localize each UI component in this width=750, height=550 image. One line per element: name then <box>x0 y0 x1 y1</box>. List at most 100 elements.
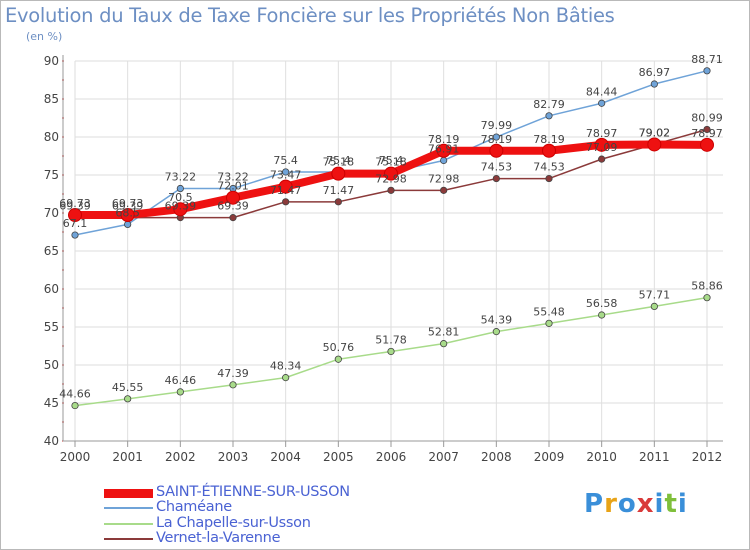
data-label: 72.01 <box>217 180 249 193</box>
data-label: 78.19 <box>481 133 513 146</box>
data-label: 58.86 <box>691 280 723 293</box>
data-label: 68.5 <box>115 206 140 219</box>
y-tick-label: 85 <box>44 92 59 106</box>
data-label: 75.18 <box>375 156 407 169</box>
data-label: 69.39 <box>59 200 91 213</box>
x-tick-label: 2012 <box>692 450 723 464</box>
data-label: 79.02 <box>639 126 671 139</box>
y-tick-label: 70 <box>44 206 59 220</box>
logo-letter: x <box>636 489 655 519</box>
data-label: 69.73 <box>59 197 91 210</box>
logo-letter: r <box>604 489 618 519</box>
data-label: 78.97 <box>586 127 618 140</box>
data-point <box>282 168 290 176</box>
data-point <box>703 294 711 302</box>
data-label: 84.44 <box>586 85 618 98</box>
data-label: 48.34 <box>270 360 302 373</box>
data-point <box>545 112 553 120</box>
data-label: 57.71 <box>639 288 671 301</box>
data-label: 74.53 <box>481 161 513 174</box>
data-point <box>387 186 395 194</box>
data-point <box>229 214 237 222</box>
data-point <box>384 166 398 181</box>
data-label: 67.1 <box>63 217 88 230</box>
data-point <box>68 208 82 223</box>
data-point <box>71 401 79 410</box>
data-point <box>334 355 342 363</box>
legend-label: La Chapelle-sur-Usson <box>156 515 311 531</box>
x-tick-label: 2005 <box>323 450 354 464</box>
logo-letter: o <box>617 489 637 519</box>
data-point <box>492 133 500 141</box>
data-label: 54.39 <box>481 314 513 327</box>
data-point <box>545 174 553 183</box>
data-label: 44.66 <box>59 388 91 401</box>
x-tick-label: 2003 <box>218 450 249 464</box>
chart-title: Evolution du Taux de Taxe Foncière sur l… <box>5 4 615 27</box>
x-tick-label: 2007 <box>428 450 459 464</box>
y-tick-label: 80 <box>44 130 59 144</box>
data-point <box>492 174 500 183</box>
data-point <box>282 198 290 206</box>
data-label: 56.58 <box>586 297 618 310</box>
data-point <box>489 143 504 158</box>
data-point <box>173 202 188 217</box>
data-point <box>278 179 293 194</box>
data-point <box>282 374 290 382</box>
data-label: 75.4 <box>326 154 351 167</box>
x-tick-label: 2009 <box>534 450 565 464</box>
data-label: 86.97 <box>639 66 671 79</box>
data-point <box>598 311 606 319</box>
y-tick-label: 60 <box>44 282 59 296</box>
data-point <box>647 137 662 152</box>
data-label: 80.99 <box>691 111 723 124</box>
unit-label: (en %) <box>26 30 63 43</box>
x-tick-label: 2008 <box>481 450 512 464</box>
data-point <box>440 340 448 348</box>
data-label: 72.98 <box>375 172 407 185</box>
x-tick-label: 2004 <box>270 450 301 464</box>
data-label: 46.46 <box>165 374 197 387</box>
data-point <box>598 155 606 163</box>
data-point <box>331 166 346 181</box>
y-tick-label: 50 <box>44 358 59 372</box>
x-tick-label: 2011 <box>639 450 670 464</box>
legend-swatch <box>104 523 153 525</box>
y-tick-label: 65 <box>44 244 59 258</box>
data-point <box>440 186 448 194</box>
data-point <box>650 80 658 88</box>
legend-swatch <box>104 489 153 498</box>
data-label: 69.39 <box>165 200 197 213</box>
data-label: 79.02 <box>639 126 671 139</box>
logo-letter: t <box>664 489 678 519</box>
data-label: 88.71 <box>691 53 723 66</box>
data-label: 72.98 <box>428 172 460 185</box>
data-label: 76.91 <box>428 142 460 155</box>
data-label: 77.09 <box>586 141 618 154</box>
data-point <box>598 99 606 107</box>
data-point <box>176 388 184 396</box>
data-point <box>545 319 553 327</box>
data-label: 47.39 <box>217 367 249 380</box>
data-label: 69.39 <box>112 200 144 213</box>
data-label: 75.18 <box>323 156 355 169</box>
x-tick-label: 2002 <box>165 450 196 464</box>
data-label: 69.73 <box>112 197 144 210</box>
y-tick-label: 75 <box>44 168 59 182</box>
data-label: 82.79 <box>533 98 565 111</box>
axis-layer: 40 45 50 55 60 65 70 75 80 85 90 2000 2001 2002 2003 20… <box>44 54 723 464</box>
data-label: 74.53 <box>533 161 565 174</box>
data-point <box>542 143 556 158</box>
legend-label: SAINT-ÉTIENNE-SUR-USSON <box>156 484 350 500</box>
grid-layer <box>74 60 723 442</box>
data-point <box>440 156 448 165</box>
logo-letter: i <box>654 489 665 519</box>
data-label: 71.47 <box>323 184 355 197</box>
data-point <box>226 190 240 205</box>
data-point <box>387 347 395 356</box>
data-label: 71.47 <box>270 184 302 197</box>
data-point <box>700 137 714 152</box>
data-label: 55.48 <box>533 305 565 318</box>
y-tick-label: 40 <box>44 434 59 448</box>
